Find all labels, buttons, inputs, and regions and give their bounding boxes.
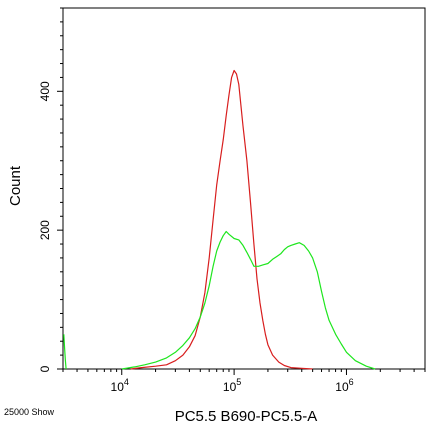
x-axis: 104 105 106 (62, 369, 426, 394)
x-tick-label: 105 (223, 377, 241, 394)
events-count-label: 25000 Show (4, 407, 55, 417)
x-tick-label: 104 (111, 377, 129, 394)
x-axis-title: PC5.5 B690-PC5.5-A (175, 408, 318, 425)
y-tick-label: 400 (38, 81, 52, 101)
plot-frame (62, 7, 426, 370)
series-line-1 (121, 230, 376, 370)
x-tick-label: 106 (335, 377, 353, 394)
series-line-2 (63, 334, 67, 370)
y-tick-label: 200 (38, 220, 52, 240)
series-layer (63, 69, 376, 370)
y-tick-label: 0 (38, 365, 52, 372)
series-line-0 (130, 69, 313, 370)
y-axis-title: Count (7, 165, 24, 206)
y-axis: 0 200 400 (38, 7, 63, 372)
